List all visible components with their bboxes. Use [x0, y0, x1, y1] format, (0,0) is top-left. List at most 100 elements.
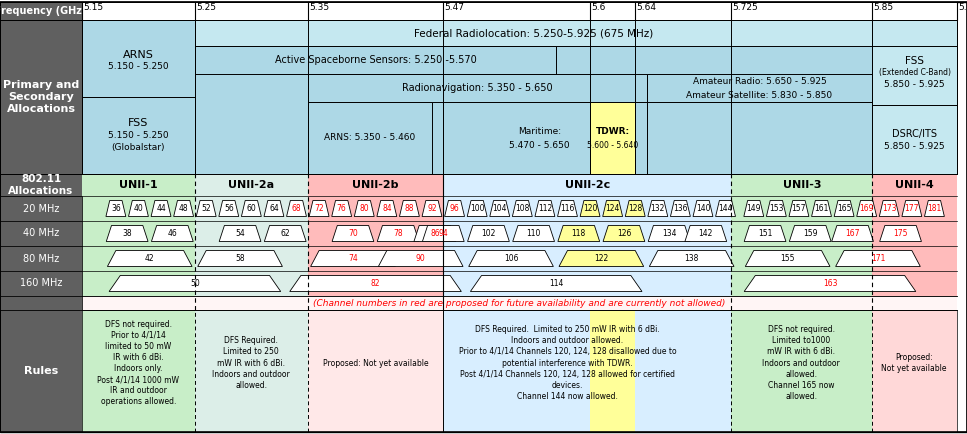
Polygon shape — [242, 201, 261, 217]
Text: 76: 76 — [337, 204, 346, 213]
Text: 46: 46 — [167, 229, 177, 238]
Text: 90: 90 — [416, 254, 425, 263]
Polygon shape — [580, 201, 600, 217]
Polygon shape — [332, 226, 374, 241]
Text: 5.725: 5.725 — [732, 3, 758, 11]
Bar — [82, 310, 195, 432]
Text: 128: 128 — [629, 204, 642, 213]
Polygon shape — [880, 226, 922, 241]
Text: 80 MHz: 80 MHz — [23, 253, 59, 263]
Bar — [0, 2, 82, 432]
Text: Rules: Rules — [24, 366, 58, 376]
Polygon shape — [648, 226, 690, 241]
Text: 142: 142 — [698, 229, 713, 238]
Polygon shape — [789, 201, 808, 217]
Text: 161: 161 — [814, 204, 829, 213]
Text: Federal Radiolocation: 5.250-5.925 (675 MHz): Federal Radiolocation: 5.250-5.925 (675 … — [414, 28, 654, 38]
Text: Active Spaceborne Sensors: 5.250 -5.570: Active Spaceborne Sensors: 5.250 -5.570 — [275, 55, 477, 65]
Bar — [195, 46, 556, 74]
Bar — [0, 221, 82, 246]
Polygon shape — [535, 201, 555, 217]
Polygon shape — [129, 201, 148, 217]
Text: FSS: FSS — [905, 56, 924, 66]
Text: Amateur Satellite: 5.830 - 5.850: Amateur Satellite: 5.830 - 5.850 — [687, 91, 833, 99]
Polygon shape — [219, 201, 239, 217]
Bar — [195, 174, 308, 310]
Text: 5.25: 5.25 — [196, 3, 216, 11]
Polygon shape — [745, 276, 916, 292]
Text: 157: 157 — [792, 204, 806, 213]
Text: 5.850 - 5.925: 5.850 - 5.925 — [885, 80, 945, 89]
Text: 138: 138 — [685, 254, 699, 263]
Polygon shape — [857, 201, 877, 217]
Text: Frequency (GHz): Frequency (GHz) — [0, 6, 87, 16]
Text: 42: 42 — [145, 254, 155, 263]
Text: UNII-1: UNII-1 — [119, 180, 158, 190]
Polygon shape — [445, 201, 464, 217]
Text: 173: 173 — [882, 204, 896, 213]
Polygon shape — [470, 276, 642, 292]
Bar — [82, 20, 957, 174]
Bar — [731, 310, 872, 432]
Text: 140: 140 — [695, 204, 710, 213]
Text: 167: 167 — [845, 229, 860, 238]
Text: 149: 149 — [747, 204, 761, 213]
Bar — [195, 310, 308, 432]
Bar — [0, 271, 82, 296]
Text: 78: 78 — [394, 229, 403, 238]
Bar — [0, 174, 82, 196]
Text: 40 MHz: 40 MHz — [23, 228, 59, 239]
Text: 50: 50 — [190, 279, 200, 288]
Text: 160 MHz: 160 MHz — [19, 279, 62, 289]
Bar — [0, 2, 82, 20]
Text: 82: 82 — [370, 279, 380, 288]
Text: 64: 64 — [269, 204, 278, 213]
Text: 110: 110 — [526, 229, 541, 238]
Bar — [872, 20, 957, 46]
Text: UNII-3: UNII-3 — [782, 180, 821, 190]
Polygon shape — [423, 226, 464, 241]
Bar — [308, 102, 432, 174]
Bar — [647, 74, 872, 102]
Polygon shape — [469, 250, 553, 266]
Text: 20 MHz: 20 MHz — [23, 204, 59, 214]
Text: 120: 120 — [583, 204, 598, 213]
Polygon shape — [106, 201, 126, 217]
Polygon shape — [196, 201, 217, 217]
Bar — [443, 102, 647, 174]
Polygon shape — [286, 201, 307, 217]
Bar — [443, 174, 731, 310]
Text: 5.470 - 5.650: 5.470 - 5.650 — [509, 141, 570, 149]
Polygon shape — [106, 226, 148, 241]
Text: 56: 56 — [224, 204, 234, 213]
Text: DFS Required.
Limited to 250
mW IR with 6 dBi.
Indoors and outdoor
allowed.: DFS Required. Limited to 250 mW IR with … — [213, 336, 290, 390]
Text: 159: 159 — [803, 229, 817, 238]
Polygon shape — [513, 226, 554, 241]
Text: 108: 108 — [515, 204, 530, 213]
Text: 155: 155 — [780, 254, 795, 263]
Bar — [308, 310, 443, 432]
Bar — [195, 20, 957, 46]
Polygon shape — [602, 201, 623, 217]
Polygon shape — [354, 201, 374, 217]
Text: 84: 84 — [382, 204, 392, 213]
Text: ARNS: 5.350 - 5.460: ARNS: 5.350 - 5.460 — [324, 134, 416, 142]
Polygon shape — [902, 201, 922, 217]
Text: Maritime:: Maritime: — [517, 126, 561, 135]
Polygon shape — [264, 226, 307, 241]
Text: 38: 38 — [123, 229, 132, 238]
Polygon shape — [152, 226, 193, 241]
Bar — [872, 310, 957, 432]
Polygon shape — [879, 201, 899, 217]
Polygon shape — [513, 201, 532, 217]
Text: 44: 44 — [156, 204, 166, 213]
Text: 94: 94 — [438, 229, 448, 238]
Polygon shape — [490, 201, 510, 217]
Polygon shape — [744, 201, 764, 217]
Polygon shape — [467, 201, 487, 217]
Polygon shape — [422, 201, 442, 217]
Text: 72: 72 — [314, 204, 324, 213]
Text: UNII-2a: UNII-2a — [228, 180, 275, 190]
Polygon shape — [745, 226, 786, 241]
Bar — [308, 174, 443, 310]
